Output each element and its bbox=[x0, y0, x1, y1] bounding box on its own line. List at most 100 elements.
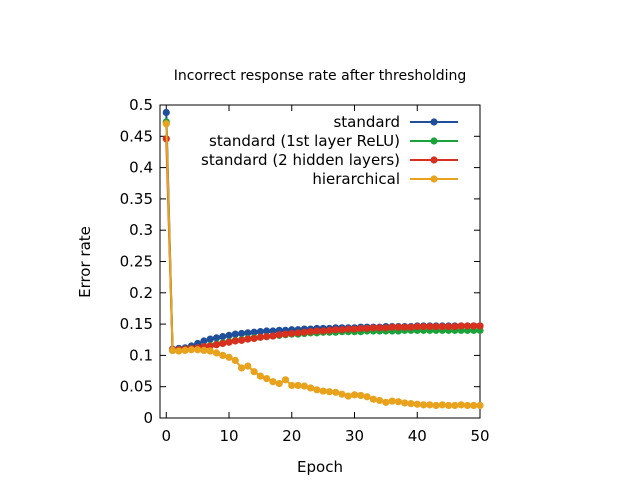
legend-marker bbox=[430, 175, 438, 183]
data-point bbox=[382, 398, 390, 406]
x-tick-label: 30 bbox=[345, 427, 364, 445]
data-point bbox=[306, 328, 315, 336]
data-point bbox=[325, 388, 334, 396]
data-point bbox=[438, 401, 446, 409]
data-point bbox=[369, 395, 377, 403]
data-point bbox=[306, 384, 315, 392]
data-point bbox=[231, 337, 239, 345]
data-point bbox=[288, 329, 296, 338]
data-point bbox=[181, 346, 189, 354]
y-tick-label: 0.2 bbox=[129, 284, 153, 302]
data-point bbox=[319, 327, 327, 335]
data-point bbox=[419, 401, 428, 409]
data-point bbox=[470, 322, 478, 330]
data-point bbox=[250, 368, 258, 376]
data-point bbox=[382, 324, 390, 332]
data-point bbox=[212, 349, 221, 357]
x-tick-label: 20 bbox=[282, 427, 301, 445]
data-point bbox=[451, 401, 459, 410]
y-axis-title: Error rate bbox=[76, 226, 94, 298]
data-point bbox=[275, 379, 283, 388]
data-point bbox=[206, 347, 214, 355]
data-point bbox=[187, 346, 195, 354]
data-point bbox=[319, 387, 327, 395]
data-point bbox=[438, 323, 446, 331]
y-tick-label: 0.35 bbox=[120, 190, 153, 208]
data-point bbox=[212, 341, 221, 349]
legend-marker bbox=[430, 118, 438, 126]
data-point bbox=[369, 324, 377, 332]
data-point bbox=[231, 330, 239, 338]
data-point bbox=[244, 335, 252, 343]
data-point bbox=[256, 328, 264, 336]
data-point bbox=[344, 392, 352, 400]
data-point bbox=[250, 334, 258, 343]
data-point bbox=[388, 397, 396, 405]
data-point bbox=[394, 398, 403, 406]
x-axis-title: Epoch bbox=[297, 458, 343, 476]
data-point bbox=[250, 328, 258, 336]
data-point bbox=[432, 401, 440, 410]
data-point bbox=[470, 401, 478, 410]
data-point bbox=[294, 381, 302, 390]
data-point bbox=[244, 329, 252, 337]
data-point bbox=[269, 327, 277, 335]
data-point bbox=[269, 332, 277, 340]
data-point bbox=[313, 386, 321, 394]
data-point bbox=[463, 322, 472, 330]
data-point bbox=[194, 346, 202, 354]
data-point bbox=[350, 325, 359, 333]
data-point bbox=[237, 336, 246, 344]
data-point bbox=[445, 401, 453, 410]
data-point bbox=[457, 401, 465, 409]
legend-marker bbox=[430, 137, 438, 145]
data-point bbox=[338, 390, 346, 398]
legend-marker bbox=[430, 156, 438, 164]
data-point bbox=[432, 323, 440, 331]
data-point bbox=[281, 330, 290, 338]
data-point bbox=[281, 376, 290, 384]
x-tick-label: 50 bbox=[470, 427, 489, 445]
data-point bbox=[476, 401, 484, 410]
legend-label: standard (2 hidden layers) bbox=[201, 151, 400, 169]
data-point bbox=[394, 323, 403, 331]
data-point bbox=[263, 333, 271, 341]
data-point bbox=[338, 326, 346, 334]
data-point bbox=[463, 401, 472, 410]
data-point bbox=[445, 323, 453, 331]
data-point bbox=[219, 339, 227, 348]
data-point bbox=[332, 388, 340, 396]
data-point bbox=[256, 372, 264, 380]
y-tick-label: 0.3 bbox=[129, 221, 153, 239]
data-point bbox=[225, 331, 233, 339]
data-point bbox=[237, 329, 246, 338]
y-tick-label: 0.45 bbox=[120, 127, 153, 145]
data-point bbox=[313, 327, 321, 335]
data-point bbox=[350, 391, 359, 399]
data-point bbox=[407, 323, 415, 331]
series-2 bbox=[162, 135, 484, 354]
y-tick-label: 0.25 bbox=[120, 253, 153, 271]
data-point bbox=[457, 322, 465, 330]
y-tick-label: 0.05 bbox=[120, 378, 153, 396]
data-point bbox=[237, 364, 246, 372]
data-point bbox=[175, 347, 183, 355]
data-point bbox=[200, 337, 208, 345]
data-point bbox=[256, 333, 264, 341]
data-point bbox=[294, 329, 302, 337]
data-point bbox=[401, 399, 409, 407]
data-point bbox=[200, 346, 208, 354]
data-point bbox=[363, 393, 371, 401]
series-3 bbox=[162, 120, 484, 410]
data-point bbox=[275, 331, 283, 339]
data-point bbox=[225, 353, 233, 361]
data-point bbox=[401, 323, 409, 331]
chart-title: Incorrect response rate after thresholdi… bbox=[174, 68, 467, 84]
data-point bbox=[162, 108, 170, 117]
data-point bbox=[219, 351, 227, 359]
data-point bbox=[269, 378, 277, 386]
series-layer bbox=[162, 108, 484, 410]
data-point bbox=[244, 362, 252, 370]
